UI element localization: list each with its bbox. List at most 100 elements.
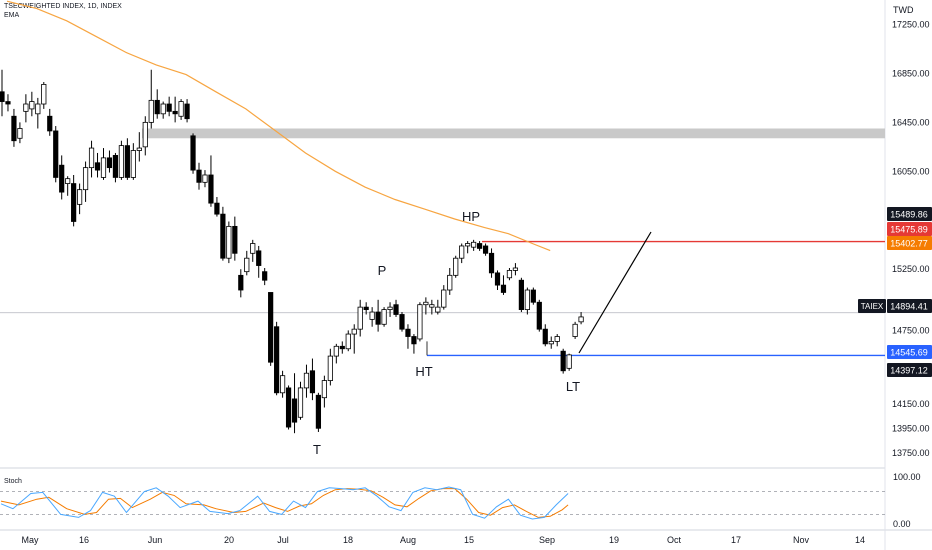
candle[interactable] (572, 321, 578, 339)
candle[interactable] (77, 183, 83, 215)
candle[interactable] (471, 239, 477, 251)
candle[interactable] (447, 267, 453, 295)
candle[interactable] (238, 269, 244, 298)
candle[interactable] (250, 239, 256, 262)
candle[interactable] (47, 108, 53, 136)
candle[interactable] (0, 69, 5, 117)
candle[interactable] (106, 150, 113, 173)
stoch-d-line[interactable] (0, 488, 569, 518)
candle[interactable] (518, 277, 524, 313)
candle[interactable] (88, 140, 95, 178)
candle[interactable] (459, 243, 465, 264)
candle[interactable] (363, 302, 369, 315)
candle[interactable] (297, 381, 304, 420)
candle[interactable] (548, 336, 554, 349)
candle[interactable] (274, 321, 280, 396)
candle[interactable] (202, 170, 208, 188)
candle[interactable] (291, 373, 298, 434)
candle[interactable] (387, 302, 393, 317)
candle[interactable] (142, 116, 148, 156)
supply-zone[interactable] (142, 128, 885, 139)
stoch-indicator-label[interactable]: Stoch (4, 478, 22, 485)
candle[interactable] (453, 255, 459, 278)
candle[interactable] (476, 241, 483, 251)
candle[interactable] (369, 307, 375, 327)
candle[interactable] (351, 324, 357, 354)
candle[interactable] (309, 358, 316, 401)
candle[interactable] (423, 297, 429, 315)
candle[interactable] (5, 94, 11, 112)
candle[interactable] (482, 243, 489, 256)
stoch-k-line[interactable] (0, 486, 569, 520)
candle[interactable] (554, 334, 560, 347)
candle[interactable] (560, 348, 566, 374)
candle[interactable] (321, 375, 327, 408)
candle[interactable] (232, 216, 238, 261)
candle[interactable] (226, 221, 232, 264)
candle[interactable] (220, 206, 226, 261)
candle[interactable] (542, 324, 548, 347)
ema-line[interactable] (6, 0, 551, 252)
candle[interactable] (59, 155, 65, 200)
candle[interactable] (136, 132, 142, 162)
candle[interactable] (100, 148, 107, 180)
candle[interactable] (381, 307, 387, 327)
candle[interactable] (315, 392, 322, 432)
candle[interactable] (256, 245, 262, 278)
candle[interactable] (339, 341, 345, 354)
candle[interactable] (506, 267, 513, 281)
candle[interactable] (441, 285, 447, 310)
candle[interactable] (23, 94, 29, 123)
ema-indicator-label[interactable]: EMA (4, 12, 20, 19)
candle[interactable] (196, 162, 202, 190)
candle[interactable] (94, 152, 101, 178)
candle[interactable] (29, 91, 35, 117)
candle[interactable] (494, 270, 501, 291)
candle[interactable] (512, 263, 519, 276)
projection-line[interactable] (578, 231, 652, 354)
candle[interactable] (333, 343, 339, 364)
candle[interactable] (130, 143, 136, 180)
candle[interactable] (578, 312, 584, 325)
candle[interactable] (279, 370, 286, 398)
candle[interactable] (566, 353, 572, 371)
candle[interactable] (118, 140, 124, 180)
candle[interactable] (160, 101, 166, 119)
candle[interactable] (417, 302, 423, 342)
candle[interactable] (393, 299, 399, 317)
candle[interactable] (184, 99, 190, 123)
candle[interactable] (268, 292, 274, 366)
candle[interactable] (65, 176, 71, 196)
candle[interactable] (35, 97, 41, 129)
candle[interactable] (327, 348, 333, 386)
candle[interactable] (214, 197, 220, 217)
candle[interactable] (429, 299, 435, 315)
candle[interactable] (345, 330, 351, 352)
candle[interactable] (124, 138, 130, 180)
candle[interactable] (399, 312, 405, 332)
candle[interactable] (375, 299, 381, 332)
candle[interactable] (190, 133, 196, 174)
candle[interactable] (536, 299, 542, 332)
candle[interactable] (41, 81, 47, 109)
candle[interactable] (405, 324, 411, 349)
candle[interactable] (303, 364, 310, 398)
candle[interactable] (154, 89, 160, 119)
candle[interactable] (488, 248, 495, 278)
candle[interactable] (357, 299, 363, 337)
candle[interactable] (285, 385, 292, 430)
candle[interactable] (172, 96, 178, 123)
candle[interactable] (53, 126, 59, 183)
candle[interactable] (435, 299, 441, 315)
candle[interactable] (17, 122, 23, 144)
candle[interactable] (82, 161, 89, 202)
candle[interactable] (524, 287, 530, 315)
candle[interactable] (11, 108, 17, 147)
candle[interactable] (262, 267, 268, 286)
candle[interactable] (71, 174, 77, 227)
candle[interactable] (208, 155, 214, 207)
candle[interactable] (530, 287, 536, 305)
candle[interactable] (465, 241, 471, 254)
